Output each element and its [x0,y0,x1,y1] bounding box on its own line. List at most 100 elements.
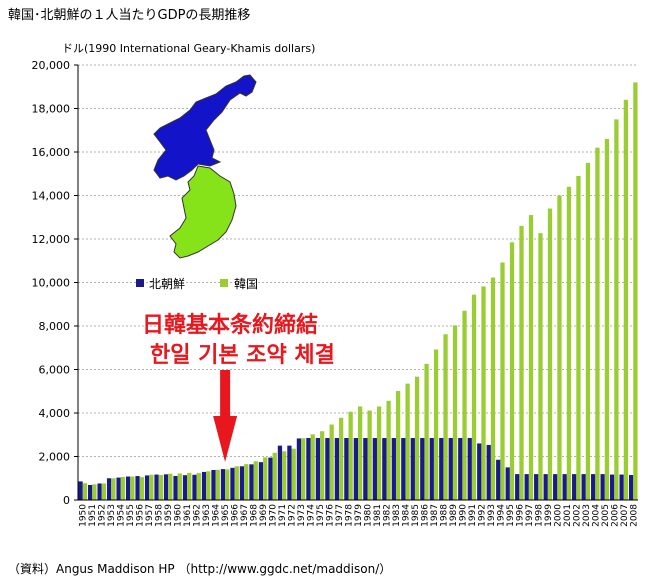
bar-south-korea [130,476,135,500]
x-tick-label: 1976 [326,504,336,527]
bar-north-korea [524,474,529,500]
x-tick-label: 1975 [316,504,326,527]
x-tick-label: 2002 [572,504,582,527]
legend-label-north: 北朝鮮 [149,277,185,291]
bar-south-korea [101,483,106,500]
bar-north-korea [135,476,140,500]
bar-south-korea [452,325,458,500]
bar-north-korea [600,474,605,500]
x-tick-label: 1997 [525,504,535,527]
source-note: （資料）Angus Maddison HP （http://www.ggdc.n… [8,562,392,576]
y-tick-label: 20,000 [32,59,71,72]
x-tick-label: 1988 [439,504,449,527]
bar-south-korea [481,286,486,500]
bar-north-korea [325,438,330,500]
x-tick-label: 1968 [250,504,260,527]
bar-north-korea [163,474,169,500]
bar-south-korea [424,363,429,500]
bar-north-korea [173,475,178,500]
bar-north-korea [391,438,396,500]
bar-south-korea [120,476,125,500]
bar-north-korea [439,438,444,500]
x-tick-label: 1961 [183,504,193,527]
bar-south-korea [206,471,211,500]
y-tick-label: 18,000 [32,103,71,116]
bar-north-korea [106,478,112,500]
bar-north-korea [505,467,510,500]
bar-south-korea [585,162,591,500]
bar-south-korea [82,483,88,500]
bar-south-korea [149,474,154,500]
x-tick-label: 1978 [345,504,355,527]
x-tick-label: 1987 [430,504,440,527]
x-tick-label: 1986 [420,504,430,527]
legend-label-south: 韓国 [234,277,258,291]
bar-south-korea [196,473,201,500]
bar-north-korea [144,475,150,500]
bar-north-korea [249,464,254,500]
bar-south-korea [263,457,268,500]
legend-swatch-south [220,279,228,287]
bar-south-korea [414,376,420,500]
x-tick-label: 1970 [269,504,279,527]
bar-south-korea [282,451,287,500]
bar-north-korea [619,474,624,500]
bar-south-korea [291,448,296,500]
x-tick-label: 1993 [487,504,497,527]
bar-north-korea [382,438,387,500]
treaty-annotation: 日韓基本条約締結 한일 기본 조약 체결 [142,312,335,462]
x-tick-label: 1960 [174,504,184,527]
bar-north-korea [401,438,406,500]
bar-south-korea [168,473,173,500]
bar-south-korea [633,82,638,501]
bar-north-korea [125,476,131,500]
x-tick-label: 1954 [117,504,127,527]
bar-north-korea [344,438,349,500]
y-tick-label: 0 [63,494,70,507]
y-tick-label: 4,000 [39,407,71,420]
bar-south-korea [187,472,192,500]
bar-north-korea [353,438,358,500]
bar-south-korea [614,119,619,500]
bar-south-korea [443,334,448,500]
bar-south-korea [158,474,163,500]
x-tick-label: 1955 [126,504,136,527]
x-tick-label: 1982 [382,504,392,527]
bar-south-korea [215,469,220,500]
bar-north-korea [562,474,567,500]
bar-south-korea [547,208,553,501]
bar-north-korea [220,469,226,500]
bar-north-korea [334,438,340,500]
y-tick-label: 16,000 [32,146,71,159]
bar-south-korea [509,242,515,500]
bar-north-korea [448,438,453,500]
bar-north-korea [458,438,463,500]
chart-title: 韓国･北朝鮮の１人当たりGDPの長期推移 [8,8,251,23]
bar-north-korea [192,474,197,500]
y-axis-unit-label: ドル(1990 International Geary-Khamis dolla… [62,42,316,55]
bar-north-korea [628,474,634,500]
bar-south-korea [595,147,600,500]
x-tick-label: 1967 [240,504,250,527]
bar-north-korea [467,438,472,500]
x-tick-label: 1963 [202,504,212,527]
bar-south-korea [500,262,505,500]
bar-south-korea [234,466,239,500]
annotation-japanese: 日韓基本条約締結 [142,312,318,338]
x-tick-label: 1992 [477,504,487,527]
bar-south-korea [244,464,249,500]
x-tick-label: 1962 [193,504,203,527]
bar-south-korea [225,469,230,500]
x-tick-label: 2001 [563,504,573,527]
y-tick-label: 10,000 [32,277,71,290]
bar-north-korea [420,438,425,500]
bar-north-korea [268,457,273,500]
bar-north-korea [201,471,207,500]
bar-north-korea [543,474,548,500]
x-tick-label: 1990 [458,504,468,527]
bar-south-korea [557,195,562,500]
x-tick-label: 1994 [496,504,506,527]
bar-north-korea [87,484,93,500]
bar-south-korea [92,484,97,500]
